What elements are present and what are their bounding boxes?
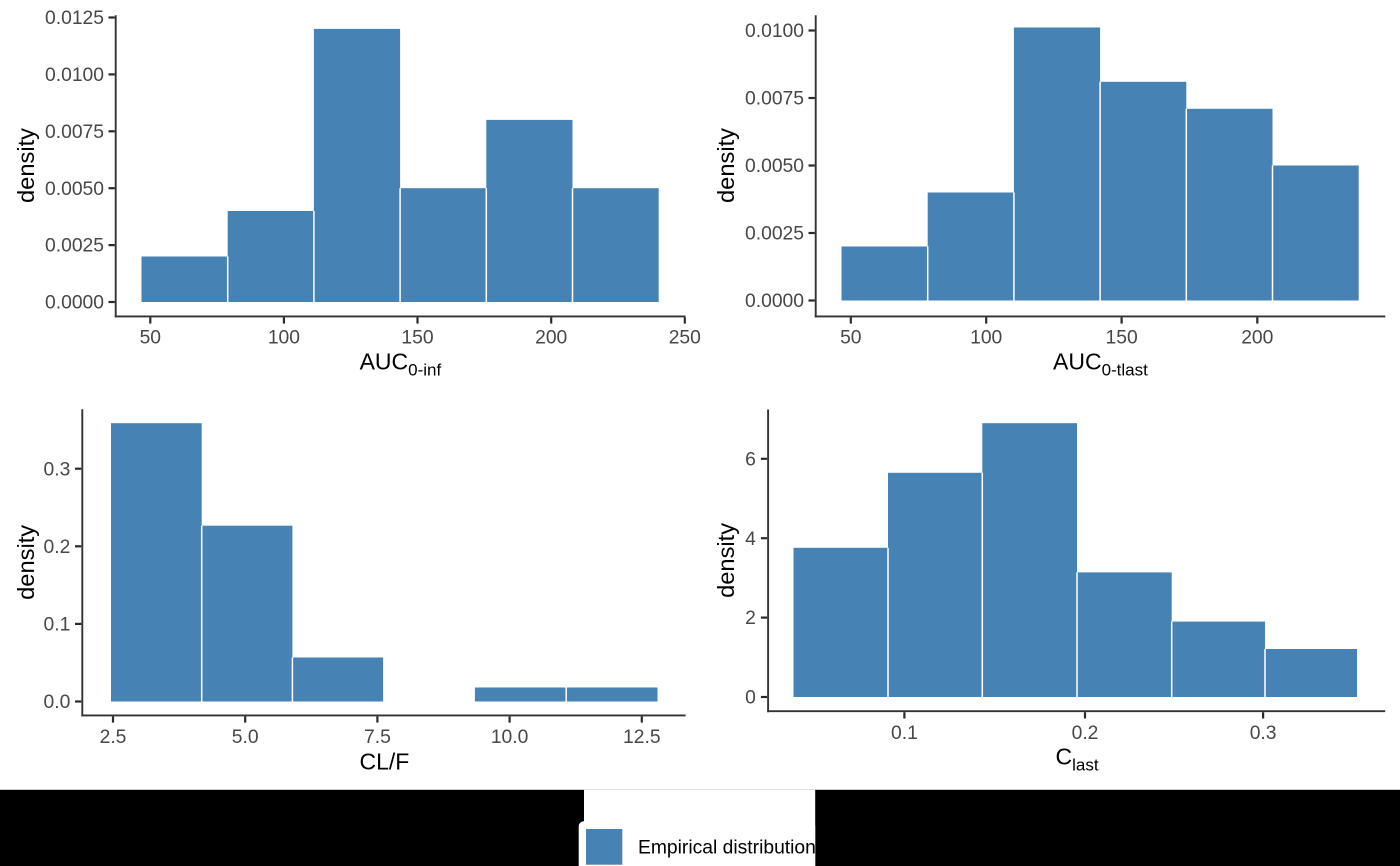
svg-text:0.0025: 0.0025 xyxy=(745,224,804,245)
svg-text:0.3: 0.3 xyxy=(43,459,70,480)
svg-text:10.0: 10.0 xyxy=(491,727,529,748)
svg-text:0: 0 xyxy=(745,688,756,709)
svg-text:Empirical distribution: Empirical distribution xyxy=(638,838,816,859)
svg-text:0.0075: 0.0075 xyxy=(45,122,104,143)
svg-text:4: 4 xyxy=(745,529,756,550)
svg-text:50: 50 xyxy=(140,328,161,349)
svg-text:0.0: 0.0 xyxy=(43,692,70,713)
svg-text:0.0100: 0.0100 xyxy=(45,65,104,86)
svg-text:0.0025: 0.0025 xyxy=(45,236,104,257)
svg-text:density: density xyxy=(713,127,739,203)
svg-text:density: density xyxy=(13,127,39,203)
svg-text:0.1: 0.1 xyxy=(891,723,918,744)
svg-text:2.5: 2.5 xyxy=(100,727,127,748)
svg-text:6: 6 xyxy=(745,449,756,470)
svg-text:200: 200 xyxy=(1241,328,1273,349)
svg-text:7.5: 7.5 xyxy=(364,727,391,748)
svg-text:0.0000: 0.0000 xyxy=(745,291,804,312)
svg-text:0.2: 0.2 xyxy=(43,537,70,558)
svg-text:100: 100 xyxy=(970,328,1002,349)
svg-text:0.0075: 0.0075 xyxy=(745,89,804,110)
svg-text:0.0050: 0.0050 xyxy=(45,179,104,200)
svg-text:0.0100: 0.0100 xyxy=(745,21,804,42)
svg-text:150: 150 xyxy=(401,328,433,349)
svg-text:150: 150 xyxy=(1106,328,1138,349)
svg-text:0.1: 0.1 xyxy=(43,615,70,636)
svg-text:50: 50 xyxy=(840,328,861,349)
svg-text:100: 100 xyxy=(268,328,300,349)
svg-text:0.2: 0.2 xyxy=(1072,723,1099,744)
svg-text:2: 2 xyxy=(745,608,756,629)
svg-text:200: 200 xyxy=(535,328,567,349)
svg-text:12.5: 12.5 xyxy=(623,727,661,748)
svg-text:5.0: 5.0 xyxy=(232,727,259,748)
svg-text:250: 250 xyxy=(669,328,701,349)
svg-text:density: density xyxy=(13,524,39,600)
svg-text:density: density xyxy=(713,522,739,598)
svg-text:0.0125: 0.0125 xyxy=(45,8,104,29)
svg-text:CL/F: CL/F xyxy=(359,749,409,775)
svg-text:0.0050: 0.0050 xyxy=(745,156,804,177)
svg-text:0.0000: 0.0000 xyxy=(45,293,104,314)
svg-text:0.3: 0.3 xyxy=(1250,723,1277,744)
